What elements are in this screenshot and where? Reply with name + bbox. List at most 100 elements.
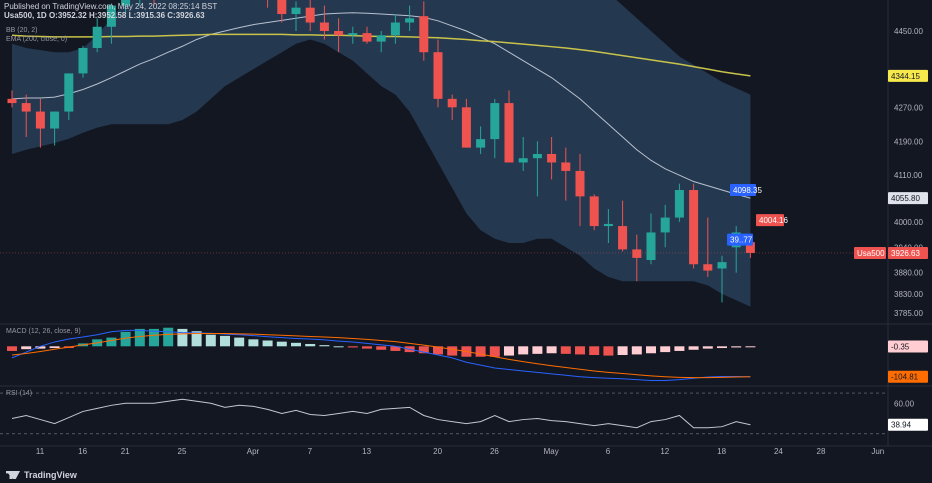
candle-body (348, 33, 358, 36)
macd-histogram-bar (603, 346, 614, 356)
macd-histogram-bar (631, 346, 642, 355)
macd-histogram-bar (291, 342, 301, 347)
candle-body (92, 26, 102, 48)
time-tick-label: 6 (606, 447, 611, 456)
macd-histogram-bar (433, 346, 443, 355)
macd-histogram-bar (418, 346, 429, 354)
rsi-value-label: 38.94 (891, 421, 912, 430)
candle-body (291, 7, 301, 15)
candle-body (518, 158, 528, 163)
macd-histogram-bar (489, 346, 500, 357)
axes: 4450.004270.004190.004110.004000.003940.… (36, 27, 928, 456)
candle-body (603, 223, 613, 227)
macd-indicator-label[interactable]: MACD (12, 26, close, 9) (6, 328, 81, 335)
candle-body (405, 18, 415, 23)
candles (0, 0, 888, 303)
bb-band-fill (12, 0, 751, 307)
candle-body (646, 232, 656, 260)
macd-histogram-bar (532, 346, 543, 354)
macd-histogram-bar (546, 346, 557, 354)
candle-body (703, 264, 713, 271)
time-tick-label: Jun (871, 447, 884, 456)
macd-histogram-bar (702, 346, 713, 349)
time-tick-label: 16 (78, 447, 87, 456)
symbol-line: Usa500, 1D O:3952.32 H:3952.58 L:3915.36… (4, 11, 205, 20)
time-tick-label: 24 (774, 447, 783, 456)
macd-histogram-bar (177, 328, 188, 347)
macd-histogram-bar (205, 334, 216, 347)
ema-indicator-label[interactable]: EMA (200, close, 0) (6, 36, 68, 43)
bb-basis-tag: 4098.35 (733, 186, 762, 195)
price-tick-label: 3785.00 (894, 309, 923, 318)
bollinger-bands (11, 0, 751, 307)
candle-body (7, 98, 17, 104)
candle-body (575, 170, 585, 197)
candle-body (547, 153, 557, 163)
macd-histogram-bar (362, 346, 372, 349)
macd-histogram-bar (120, 331, 131, 347)
reference-price-tag: 4004.16 (759, 216, 788, 225)
candle-body (433, 52, 443, 99)
macd-histogram-bar (745, 346, 756, 348)
time-tick-label: Apr (247, 447, 260, 456)
macd-histogram-bar (262, 340, 273, 347)
time-tick-label: 28 (817, 447, 826, 456)
macd-histogram-bar (475, 346, 486, 357)
candle-body (121, 0, 131, 6)
candle-body (589, 196, 599, 227)
price-tick-label: 4000.00 (894, 218, 923, 227)
macd-histogram-bar (560, 346, 571, 354)
candle-body (362, 33, 372, 42)
candle-body (745, 242, 755, 253)
macd-histogram-bar (731, 346, 742, 348)
candle-body (476, 139, 486, 148)
macd-histogram-bar (149, 328, 159, 347)
signal-value-label-bg (888, 370, 928, 383)
published-text: Published on TradingView.com, May 24, 20… (4, 2, 218, 11)
rsi-indicator-label[interactable]: RSI (14) (6, 390, 33, 397)
signal-value-label: -104.81 (891, 373, 919, 382)
macd-histogram-bar (589, 346, 600, 355)
macd-histogram-bar (319, 345, 330, 347)
candle-body (632, 249, 642, 258)
candle-body (674, 190, 684, 218)
symbol[interactable]: Usa500 (4, 11, 33, 20)
macd-histogram-bar (305, 343, 316, 347)
candle-body (689, 190, 699, 265)
time-tick-label: 25 (178, 447, 187, 456)
interval[interactable]: 1D (36, 11, 47, 20)
macd-histogram-bar (163, 327, 174, 347)
macd-histogram-bar (717, 346, 727, 349)
candle-body (390, 22, 400, 36)
rsi-tick-label: 60.00 (894, 399, 915, 408)
bb-basis-tag-bg (730, 184, 756, 197)
macd-histogram-bar (248, 339, 259, 347)
candle-body (504, 103, 514, 163)
last-price-symbol-label-bg (854, 246, 886, 259)
bb-basis-line (11, 12, 751, 199)
candle-body (319, 22, 329, 31)
candle-body (64, 73, 74, 112)
macd-value-label: -0.35 (891, 343, 910, 352)
tradingview-logo[interactable]: TradingView (6, 470, 77, 480)
time-tick-label: 20 (433, 447, 442, 456)
candle-body (50, 111, 60, 129)
macd-histogram-bar (7, 346, 17, 351)
time-tick-label: 7 (308, 447, 313, 456)
price-tick-label: 3880.00 (894, 269, 923, 278)
price-tick-label: 3830.00 (894, 290, 923, 299)
rsi-value-label-bg (888, 418, 928, 431)
candle-body (305, 7, 315, 23)
candle-body (618, 226, 628, 250)
bb-indicator-label[interactable]: BB (20, 2) (6, 27, 38, 34)
time-tick-label: 18 (717, 447, 726, 456)
macd-value-label-bg (888, 340, 928, 353)
ohlc-values: O:3952.32 H:3952.58 L:3915.36 C:3926.63 (48, 11, 205, 20)
macd-histogram-bar (35, 346, 46, 349)
macd-line (11, 329, 751, 382)
macd-histogram-bar (333, 346, 344, 348)
reference-price-tag-bg (756, 214, 784, 227)
macd-histogram-bar (688, 346, 699, 350)
bb-lower-tag: 39..77 (730, 236, 753, 245)
